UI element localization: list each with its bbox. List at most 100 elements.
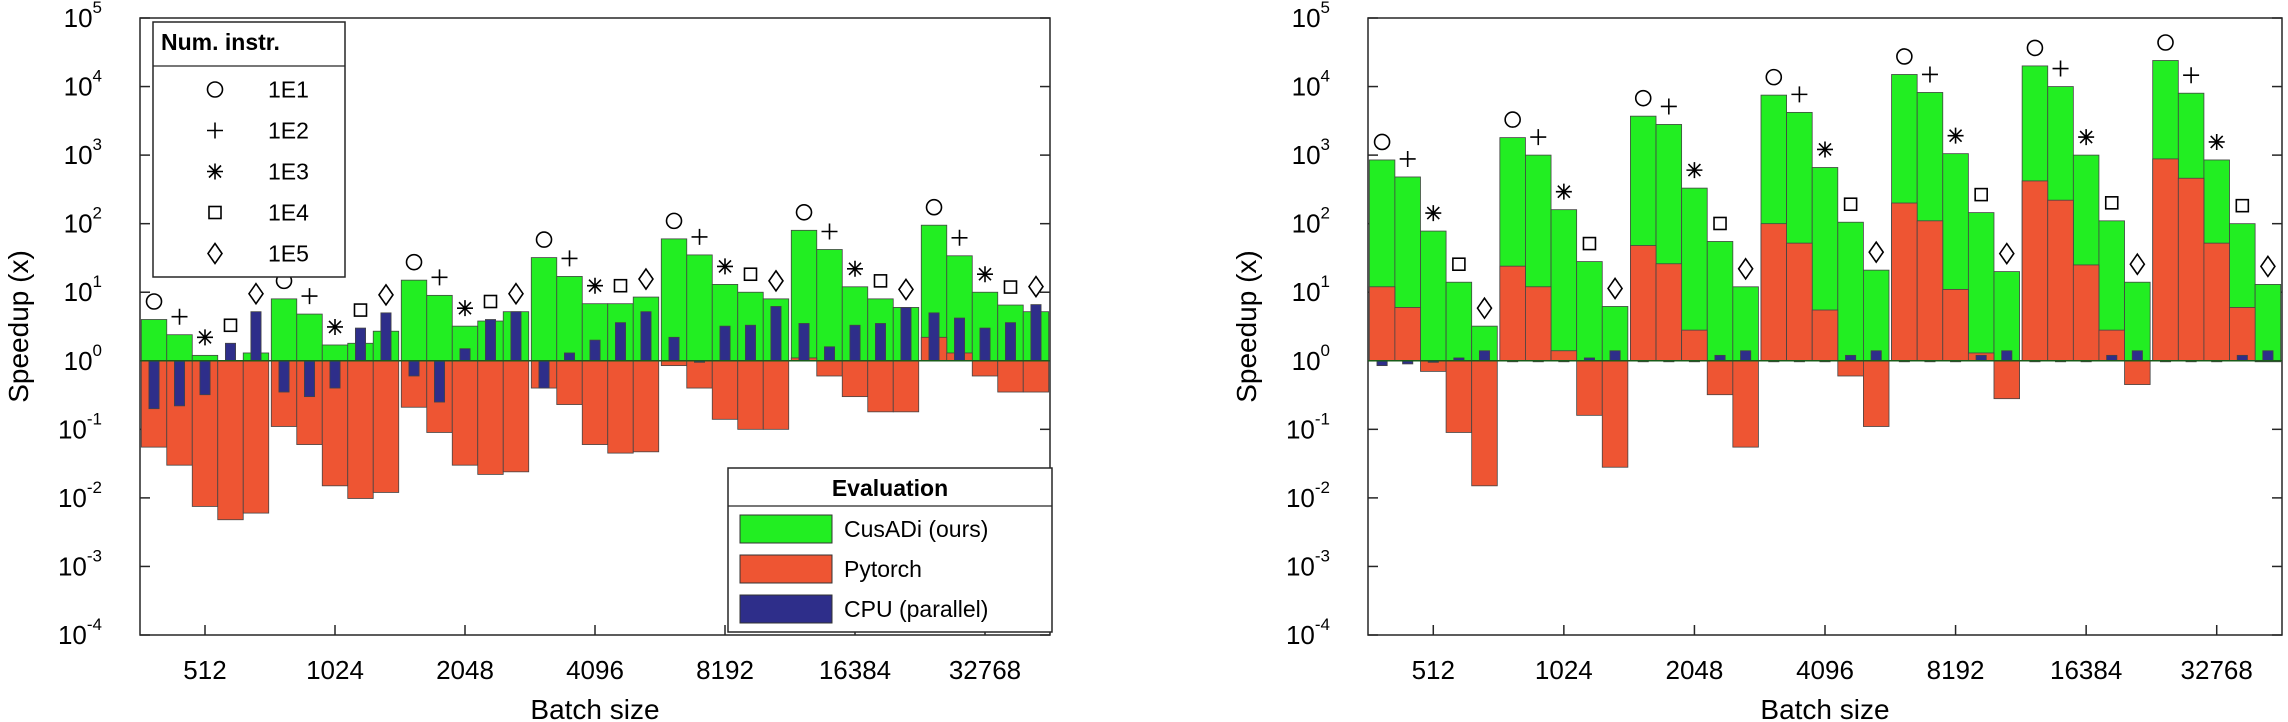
y-tick-exponent: 2 xyxy=(1321,204,1330,223)
y-axis-title: Speedup (x) xyxy=(3,250,34,403)
bar-cusadi-ours--1024-2 xyxy=(296,313,323,362)
y-tick-exponent: -4 xyxy=(1315,615,1330,634)
circle-icon xyxy=(405,253,423,271)
bar-cpu-parallel--8192-4 xyxy=(1975,354,1987,362)
square-icon xyxy=(208,205,222,220)
marker-1024-5 xyxy=(1607,277,1624,300)
y-tick-exponent: 1 xyxy=(1321,272,1330,291)
marker-16384-4 xyxy=(873,274,888,288)
y-tick-label: 10-3 xyxy=(58,546,102,581)
bar-cpu-parallel--2048-4 xyxy=(484,319,496,362)
marker-8192-1 xyxy=(665,212,683,230)
marker-32768-4 xyxy=(1003,280,1018,294)
bar-cpu-parallel--32768-5 xyxy=(2262,350,2274,362)
bar-cusadi-ours--4096-1 xyxy=(530,257,558,362)
legend-marker xyxy=(207,122,223,139)
bar-cusadi-ours--4096-4 xyxy=(1837,221,1864,362)
square-icon xyxy=(1974,187,1988,202)
bar-cpu-parallel--32768-4 xyxy=(1004,322,1016,362)
bar-pytorch-512-2 xyxy=(1394,307,1421,362)
diamond-icon xyxy=(1737,257,1754,281)
marker-4096-3 xyxy=(587,277,603,294)
x-axis-title: Batch size xyxy=(1760,694,1889,722)
bar-cpu-parallel--16384-4 xyxy=(874,323,886,362)
plus-icon xyxy=(1791,86,1808,103)
bar-pytorch-1024-4 xyxy=(1576,360,1603,416)
asterisk-icon xyxy=(2078,129,2095,146)
bar-pytorch-16384-4 xyxy=(867,360,894,413)
x-tick-label: 4096 xyxy=(1796,655,1854,685)
diamond-icon xyxy=(1998,242,2015,265)
marker-16384-3 xyxy=(847,260,863,277)
marker-512-1 xyxy=(1373,133,1391,151)
marker-1024-2 xyxy=(301,288,318,305)
marker-4096-2 xyxy=(561,250,578,267)
y-tick-exponent: -2 xyxy=(87,478,102,497)
asterisk-icon xyxy=(1555,183,1572,200)
marker-4096-1 xyxy=(1765,68,1783,86)
marker-4096-5 xyxy=(638,267,654,291)
asterisk-icon xyxy=(327,318,343,335)
bar-cusadi-ours--1024-3 xyxy=(1550,209,1578,362)
marker-32768-3 xyxy=(2208,133,2225,150)
bar-cpu-parallel--2048-4 xyxy=(1714,354,1726,362)
bar-cpu-parallel--4096-5 xyxy=(640,311,652,362)
bar-cpu-parallel--2048-3 xyxy=(459,348,471,362)
marker-8192-2 xyxy=(691,228,708,245)
bar-pytorch-512-1 xyxy=(1368,286,1396,362)
marker-32768-1 xyxy=(925,198,943,216)
y-tick-exponent: 1 xyxy=(93,272,102,291)
bar-pytorch-32768-1 xyxy=(2152,158,2179,362)
y-tick-label: 10-2 xyxy=(58,478,102,513)
bar-pytorch-2048-4 xyxy=(477,360,504,475)
bar-pytorch-32768-2 xyxy=(2177,177,2205,362)
diamond-icon xyxy=(898,278,914,301)
marker-8192-4 xyxy=(743,267,758,282)
legend-entry: 1E1 xyxy=(268,77,309,103)
bar-cpu-parallel--2048-5 xyxy=(510,311,522,362)
marker-2048-3 xyxy=(457,300,473,317)
marker-2048-4 xyxy=(483,294,498,309)
bar-cpu-parallel--16384-5 xyxy=(900,307,912,362)
y-tick-label: 100 xyxy=(64,341,102,376)
marker-8192-3 xyxy=(717,258,733,275)
bar-pytorch-16384-5 xyxy=(892,360,920,413)
bar-pytorch-2048-3 xyxy=(451,360,479,466)
bar-cpu-parallel--1024-3 xyxy=(329,360,341,389)
circle-icon xyxy=(1373,133,1391,151)
bar-cpu-parallel--8192-5 xyxy=(770,306,782,362)
bar-cpu-parallel--4096-5 xyxy=(1870,350,1882,362)
bar-cpu-parallel--16384-1 xyxy=(798,323,810,362)
asterisk-icon xyxy=(1425,205,1442,222)
marker-1024-4 xyxy=(353,303,368,317)
bar-pytorch-8192-1 xyxy=(1891,202,1918,362)
y-tick-exponent: -4 xyxy=(87,615,102,634)
bar-cusadi-ours--16384-2 xyxy=(816,249,843,362)
plus-icon xyxy=(431,269,448,286)
diamond-icon xyxy=(2129,252,2146,276)
bar-cpu-parallel--32768-1 xyxy=(928,312,940,362)
circle-icon xyxy=(925,198,943,216)
marker-8192-2 xyxy=(1921,66,1938,83)
y-tick-label: 104 xyxy=(1292,67,1330,102)
x-tick-label: 2048 xyxy=(436,655,494,685)
bar-pytorch-512-4 xyxy=(217,360,244,521)
marker-512-5 xyxy=(248,282,264,306)
y-tick-exponent: 0 xyxy=(1321,341,1330,360)
marker-512-1 xyxy=(145,293,163,310)
bar-pytorch-32768-4 xyxy=(997,360,1024,393)
bar-pytorch-32768-3 xyxy=(971,360,999,377)
bar-pytorch-16384-2 xyxy=(2047,199,2074,362)
bar-cpu-parallel--1024-5 xyxy=(380,312,392,362)
bar-cpu-parallel--2048-1 xyxy=(408,360,420,377)
bar-cpu-parallel--1024-2 xyxy=(304,360,316,398)
marker-4096-3 xyxy=(1817,141,1833,158)
circle-icon xyxy=(665,212,683,230)
y-tick-exponent: 4 xyxy=(1321,67,1330,86)
y-tick-exponent: -2 xyxy=(1315,478,1330,497)
bar-pytorch-512-5 xyxy=(1471,360,1498,487)
bar-pytorch-1024-5 xyxy=(1601,360,1629,468)
x-tick-label: 1024 xyxy=(1535,655,1593,685)
